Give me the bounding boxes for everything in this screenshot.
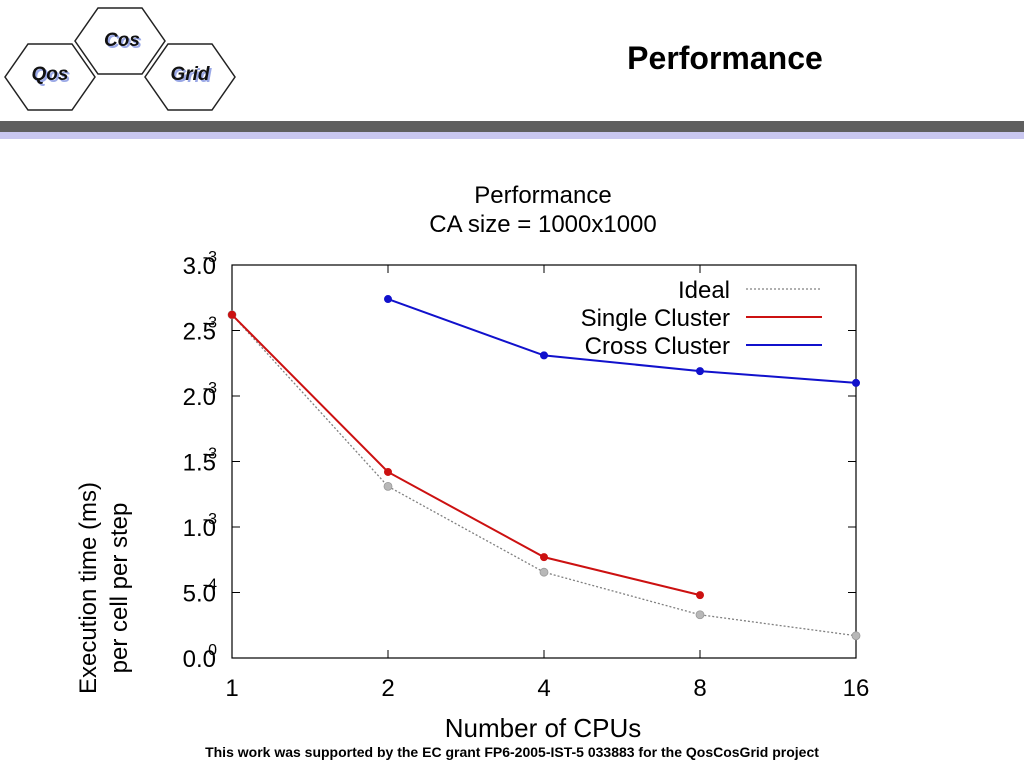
legend-label-cross-cluster: Cross Cluster [585,333,730,360]
slide-title: Performance [627,40,823,76]
y-tick-label: 2.5 [183,319,216,346]
y-axis-label-line1: Execution time (ms) [75,482,102,694]
series-line-ideal [231,314,857,637]
y-tick-exponent: -3 [203,249,217,266]
data-point-single-cluster [540,553,549,562]
performance-chart: Performance CA size = 1000x1000 Executio… [75,182,870,740]
data-point-ideal [383,481,393,491]
logo-hex-cos [74,7,166,75]
chart-title: Performance [474,182,611,209]
y-tick-exponent: -3 [203,511,217,528]
x-tick-label: 8 [693,675,706,702]
x-tick-label: 2 [381,675,394,702]
y-tick-exponent: -4 [203,577,217,594]
qoscosgrid-logo: Qos Qos Cos Cos Grid Grid [4,7,236,111]
y-tick-label: 2.0 [183,384,216,411]
y-tick-exponent: -3 [203,315,217,332]
y-tick-label: 0.0 [183,646,216,673]
data-point-single-cluster [383,467,392,476]
data-point-cross-cluster [852,378,861,387]
y-tick-exponent: -3 [203,380,217,397]
legend-label-ideal: Ideal [678,277,730,304]
plot-frame [231,264,857,659]
header-accent-bar [0,132,1024,139]
data-point-cross-cluster [383,295,392,304]
logo-hex-qos [4,43,96,111]
x-tick-label: 4 [537,675,550,702]
y-tick-label: 5.0 [183,581,216,608]
logo-qos-text: Qos [32,64,69,85]
data-point-cross-cluster [540,351,549,360]
y-tick-label: 1.0 [183,515,216,542]
data-point-ideal [851,631,861,641]
logo-qos-shadow: Qos [34,66,71,87]
logo-cos-shadow: Cos [106,32,142,53]
footer-acknowledgement: This work was supported by the EC grant … [205,744,819,760]
y-axis-label-line2: per cell per step [106,503,133,674]
series-line-single-cluster [231,314,701,597]
x-tick-label: 16 [843,675,870,702]
logo-grid-shadow: Grid [172,66,211,87]
y-tick-exponent: 0 [208,642,217,659]
logo-hex-grid [144,43,236,111]
data-point-single-cluster [696,591,705,600]
data-point-single-cluster [227,310,236,319]
header-bar [0,121,1024,132]
y-tick-label: 3.0 [183,253,216,280]
x-axis-label: Number of CPUs [445,713,642,740]
y-tick-label: 1.5 [183,450,216,477]
data-point-cross-cluster [696,367,705,376]
legend-label-single-cluster: Single Cluster [581,305,730,332]
data-point-ideal [695,610,705,620]
data-point-ideal [539,567,549,577]
series-line-cross-cluster [387,298,857,384]
chart-subtitle: CA size = 1000x1000 [429,211,657,238]
logo-cos-text: Cos [104,30,140,51]
logo-grid-text: Grid [170,64,209,85]
x-tick-label: 1 [225,675,238,702]
y-tick-exponent: -3 [203,446,217,463]
